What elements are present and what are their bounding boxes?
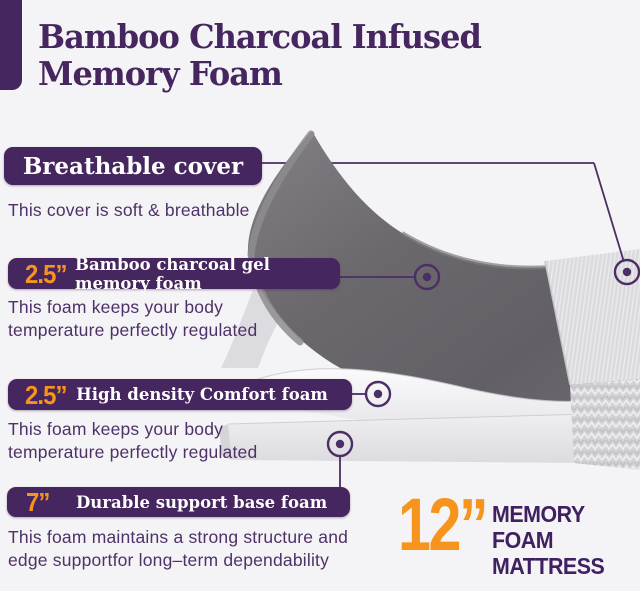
target-marker-comfort-foam-icon <box>364 380 392 408</box>
mattress-cover-edge-line <box>544 260 571 386</box>
label-title: High density Comfort foam <box>76 385 328 404</box>
label-banner-base-foam: 7” Durable support base foam <box>7 487 350 517</box>
memory-foam-layer-graphic <box>247 131 640 411</box>
page-title-line2: Memory Foam <box>38 54 283 93</box>
label-banner-memory-foam: 2.5” Bamboo charcoal gel memory foam <box>8 255 340 293</box>
label-title: Breathable cover <box>22 152 244 180</box>
size-badge: 2.5” <box>25 379 67 410</box>
base-foam-layer-graphic <box>228 414 588 463</box>
target-marker-memory-foam-icon <box>413 263 441 291</box>
memory-foam-edge-highlight <box>247 130 315 346</box>
base-foam-top-edge <box>227 413 589 425</box>
label-desc-base-foam: This foam maintains a strong structure a… <box>8 527 349 570</box>
label-banner-breathable-cover: Breathable cover <box>4 147 262 185</box>
label-desc-comfort-foam: This foam keeps your body temperature pe… <box>8 419 258 462</box>
label-title: Bamboo charcoal gel memory foam <box>75 254 270 293</box>
size-badge: 2.5” <box>25 258 67 289</box>
label-desc-breathable-cover: This cover is soft & breathable <box>8 200 250 220</box>
label-desc-memory-foam: This foam keeps your body temperature pe… <box>8 297 258 340</box>
product-name: MEMORY FOAM MATTRESS <box>492 501 605 579</box>
mattress-height-callout: 12” <box>398 483 489 566</box>
memory-foam-top-highlight <box>400 231 561 270</box>
mattress-cover-graphic <box>545 249 640 385</box>
label-banner-comfort-foam: 2.5” High density Comfort foam <box>8 379 352 410</box>
connector-line-cover-diagonal <box>593 162 625 261</box>
comfort-foam-edge-line <box>228 368 609 403</box>
page-title-line1: Bamboo Charcoal Infused <box>38 17 482 56</box>
page-title: Bamboo Charcoal Infused Memory Foam <box>38 17 482 93</box>
label-title: Durable support base foam <box>76 492 328 512</box>
mattress-cover-border-graphic <box>570 379 640 470</box>
target-marker-cover-icon <box>613 258 640 286</box>
size-badge: 7” <box>26 487 50 517</box>
base-foam-side-graphic <box>219 424 232 460</box>
corner-accent-bar <box>0 0 22 90</box>
target-marker-base-foam-icon <box>326 430 354 458</box>
